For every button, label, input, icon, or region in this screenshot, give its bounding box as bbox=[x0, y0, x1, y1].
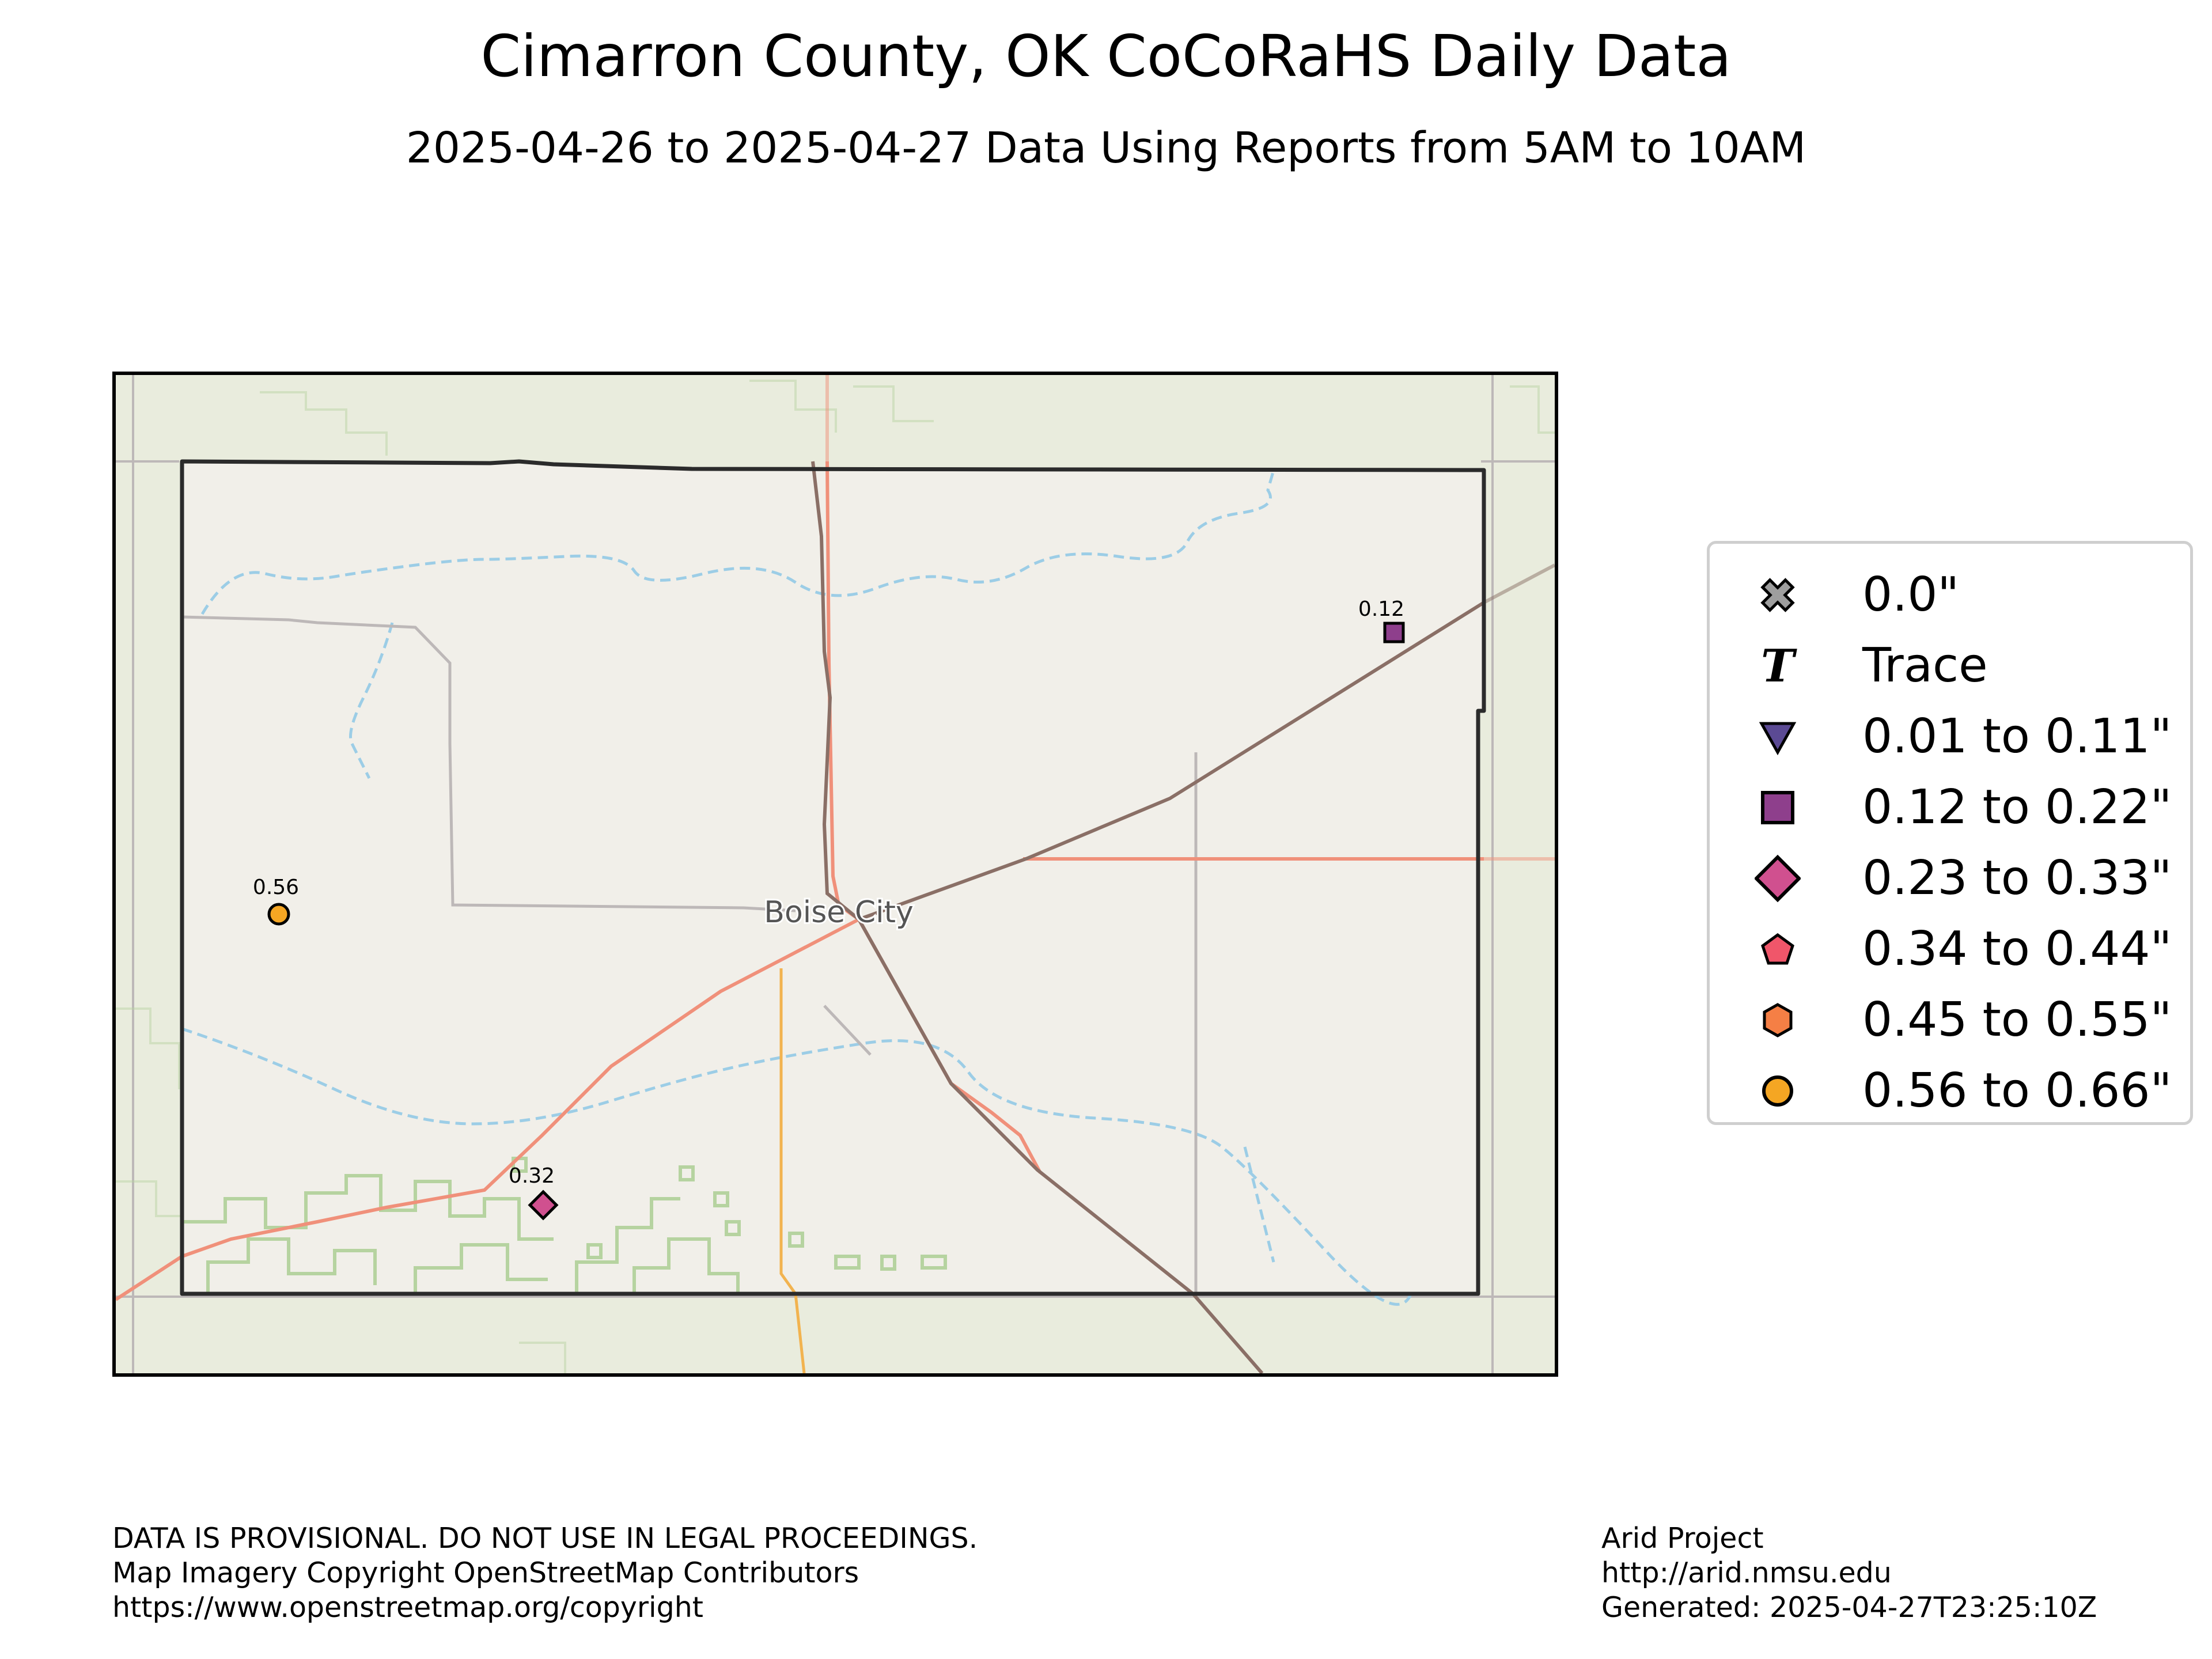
footer-credits: Arid Project http://arid.nmsu.edu Genera… bbox=[1601, 1521, 2097, 1625]
legend-item: 0.45 to 0.55" bbox=[1710, 988, 2190, 1052]
footer-link[interactable]: https://www.openstreetmap.org/copyright bbox=[112, 1591, 704, 1624]
outer-roads bbox=[116, 375, 1555, 1373]
station-diamond-marker[interactable] bbox=[528, 1190, 559, 1221]
footer-disclaimer: DATA IS PROVISIONAL. DO NOT USE IN LEGAL… bbox=[112, 1521, 978, 1625]
station-value-label: 0.56 bbox=[253, 876, 299, 899]
legend-label: 0.45 to 0.55" bbox=[1862, 993, 2172, 1047]
chart-title: Cimarron County, OK CoCoRaHS Daily Data bbox=[480, 22, 1732, 90]
legend-item: 0.12 to 0.22" bbox=[1710, 776, 2190, 839]
triangle-down-icon bbox=[1755, 705, 1801, 768]
parkland-outline bbox=[1510, 385, 1555, 434]
outer-parkland bbox=[116, 380, 1555, 1373]
local-road bbox=[181, 615, 796, 912]
parkland-patch bbox=[713, 1191, 729, 1207]
station-marker[interactable]: 0.32 bbox=[509, 1164, 559, 1221]
station-square-marker[interactable] bbox=[1383, 622, 1405, 643]
railway-line bbox=[811, 461, 1485, 922]
diamond-icon bbox=[1755, 847, 1801, 910]
hexagon-icon bbox=[1755, 988, 1801, 1052]
parkland-outline bbox=[260, 391, 388, 456]
railway-line bbox=[1483, 563, 1555, 604]
legend: 0.0" T Trace 0.01 to 0.11" 0.12 to 0.22" bbox=[1707, 541, 2193, 1125]
legend-item: 0.56 to 0.66" bbox=[1710, 1059, 2190, 1123]
pentagon-icon bbox=[1755, 918, 1801, 981]
parkland-patch bbox=[921, 1255, 947, 1270]
legend-label: 0.23 to 0.33" bbox=[1862, 851, 2172, 906]
map-panel: Boise City 0.12 0.56 0.32 bbox=[112, 372, 1558, 1377]
circle-icon bbox=[1755, 1059, 1801, 1123]
streams bbox=[181, 469, 1414, 1306]
parkland-patch bbox=[586, 1243, 603, 1259]
legend-item: 0.0" bbox=[1710, 563, 2190, 627]
parkland-patch bbox=[725, 1220, 741, 1236]
legend-item: 0.23 to 0.33" bbox=[1710, 847, 2190, 910]
parkland-patch bbox=[880, 1255, 896, 1271]
footer-line: Arid Project bbox=[1601, 1522, 1764, 1555]
footer-line: Generated: 2025-04-27T23:25:10Z bbox=[1601, 1591, 2097, 1624]
legend-label: 0.34 to 0.44" bbox=[1862, 922, 2172, 976]
station-marker[interactable]: 0.56 bbox=[253, 876, 299, 926]
parkland-outline bbox=[414, 1243, 548, 1294]
county-border bbox=[180, 459, 1486, 1296]
parkland-outline bbox=[749, 380, 837, 433]
legend-item: 0.34 to 0.44" bbox=[1710, 918, 2190, 981]
parkland-patch bbox=[679, 1165, 695, 1181]
parkland-outline bbox=[632, 1237, 740, 1294]
x-cross-icon bbox=[1755, 563, 1801, 627]
legend-label: 0.0" bbox=[1862, 567, 1960, 622]
parkland bbox=[182, 1157, 947, 1294]
parkland-outline bbox=[182, 1174, 554, 1241]
parkland-outline bbox=[853, 385, 934, 422]
stream bbox=[1243, 1146, 1275, 1263]
legend-item: T Trace bbox=[1710, 634, 2190, 698]
local-road bbox=[823, 1005, 872, 1056]
footer-line: Map Imagery Copyright OpenStreetMap Cont… bbox=[112, 1556, 859, 1589]
svg-text:T: T bbox=[1761, 640, 1797, 692]
footer-link[interactable]: http://arid.nmsu.edu bbox=[1601, 1556, 1892, 1589]
legend-label: Trace bbox=[1862, 638, 1988, 693]
station-circle-marker[interactable] bbox=[267, 903, 290, 926]
railway bbox=[811, 461, 1555, 1373]
legend-item: 0.01 to 0.11" bbox=[1710, 705, 2190, 768]
parkland-patch bbox=[788, 1232, 804, 1248]
stream bbox=[200, 469, 1275, 615]
state-road bbox=[779, 968, 806, 1373]
footer-line: DATA IS PROVISIONAL. DO NOT USE IN LEGAL… bbox=[112, 1522, 978, 1555]
stream bbox=[349, 622, 394, 779]
map-svg: Boise City 0.12 0.56 0.32 bbox=[116, 375, 1555, 1373]
station-value-label: 0.12 bbox=[1358, 597, 1404, 621]
letter-t-icon: T bbox=[1755, 634, 1801, 698]
railway-line bbox=[857, 918, 1264, 1373]
parkland-outline bbox=[206, 1237, 377, 1294]
parkland-patch bbox=[834, 1255, 861, 1270]
legend-label: 0.56 to 0.66" bbox=[1862, 1063, 2172, 1118]
highway bbox=[116, 918, 860, 1301]
station-value-label: 0.32 bbox=[509, 1164, 555, 1188]
square-icon bbox=[1755, 776, 1801, 839]
station-marker[interactable]: 0.12 bbox=[1358, 597, 1405, 643]
local-roads bbox=[181, 615, 1198, 1294]
parkland-outline bbox=[116, 1007, 180, 1089]
parkland-outline bbox=[116, 1180, 182, 1217]
chart-subtitle: 2025-04-26 to 2025-04-27 Data Using Repo… bbox=[406, 123, 1806, 173]
parkland-outline bbox=[519, 1342, 566, 1373]
place-label-boise-city: Boise City bbox=[764, 895, 913, 930]
legend-label: 0.12 to 0.22" bbox=[1862, 780, 2172, 835]
legend-label: 0.01 to 0.11" bbox=[1862, 709, 2172, 764]
parkland-outline bbox=[575, 1197, 680, 1294]
